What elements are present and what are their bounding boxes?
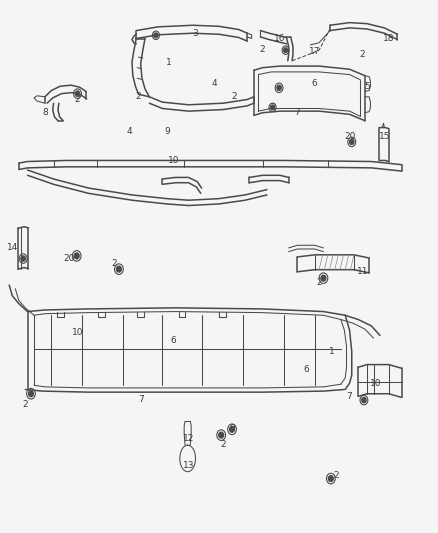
Circle shape	[277, 85, 281, 91]
Text: 20: 20	[344, 132, 355, 141]
Text: 6: 6	[170, 336, 176, 345]
Text: 13: 13	[183, 461, 194, 470]
Text: 15: 15	[378, 132, 390, 141]
Circle shape	[117, 266, 121, 272]
Text: 10: 10	[72, 328, 83, 337]
Circle shape	[230, 426, 234, 432]
Text: 6: 6	[303, 366, 309, 374]
Text: 9: 9	[164, 127, 170, 136]
Circle shape	[75, 91, 80, 96]
Text: 2: 2	[271, 103, 276, 112]
Text: 10: 10	[370, 378, 381, 387]
Circle shape	[74, 253, 79, 259]
Text: 2: 2	[75, 95, 80, 104]
Text: 4: 4	[212, 79, 217, 88]
Text: 2: 2	[316, 278, 322, 287]
Text: 20: 20	[63, 254, 74, 263]
Text: 4: 4	[127, 127, 133, 136]
Text: 2: 2	[360, 50, 365, 59]
Text: 1: 1	[166, 58, 172, 67]
Circle shape	[284, 48, 287, 53]
Text: 3: 3	[192, 29, 198, 38]
Text: 11: 11	[357, 268, 368, 276]
Text: 2: 2	[221, 440, 226, 449]
Text: 2: 2	[112, 260, 117, 268]
Text: 14: 14	[7, 244, 18, 253]
Text: 12: 12	[183, 434, 194, 443]
Text: 7: 7	[138, 394, 144, 403]
Text: 5: 5	[364, 82, 370, 91]
Circle shape	[219, 432, 223, 438]
Text: 16: 16	[274, 34, 286, 43]
Circle shape	[154, 33, 158, 38]
Circle shape	[28, 391, 33, 397]
Text: 2: 2	[22, 400, 28, 409]
Circle shape	[271, 105, 275, 110]
Circle shape	[328, 475, 333, 481]
Text: 10: 10	[168, 156, 179, 165]
Circle shape	[350, 139, 354, 144]
Circle shape	[321, 275, 326, 281]
Text: 8: 8	[42, 108, 48, 117]
Text: 2: 2	[231, 92, 237, 101]
Text: 2: 2	[260, 45, 265, 54]
Text: 18: 18	[383, 34, 395, 43]
Text: 6: 6	[312, 79, 318, 88]
Text: 7: 7	[347, 392, 353, 401]
Text: 9: 9	[229, 424, 235, 433]
Circle shape	[21, 256, 25, 261]
Text: 2: 2	[136, 92, 141, 101]
Text: 2: 2	[334, 471, 339, 480]
Circle shape	[362, 398, 366, 403]
Text: 1: 1	[329, 347, 335, 356]
Text: 7: 7	[294, 108, 300, 117]
Text: 17: 17	[309, 47, 321, 56]
